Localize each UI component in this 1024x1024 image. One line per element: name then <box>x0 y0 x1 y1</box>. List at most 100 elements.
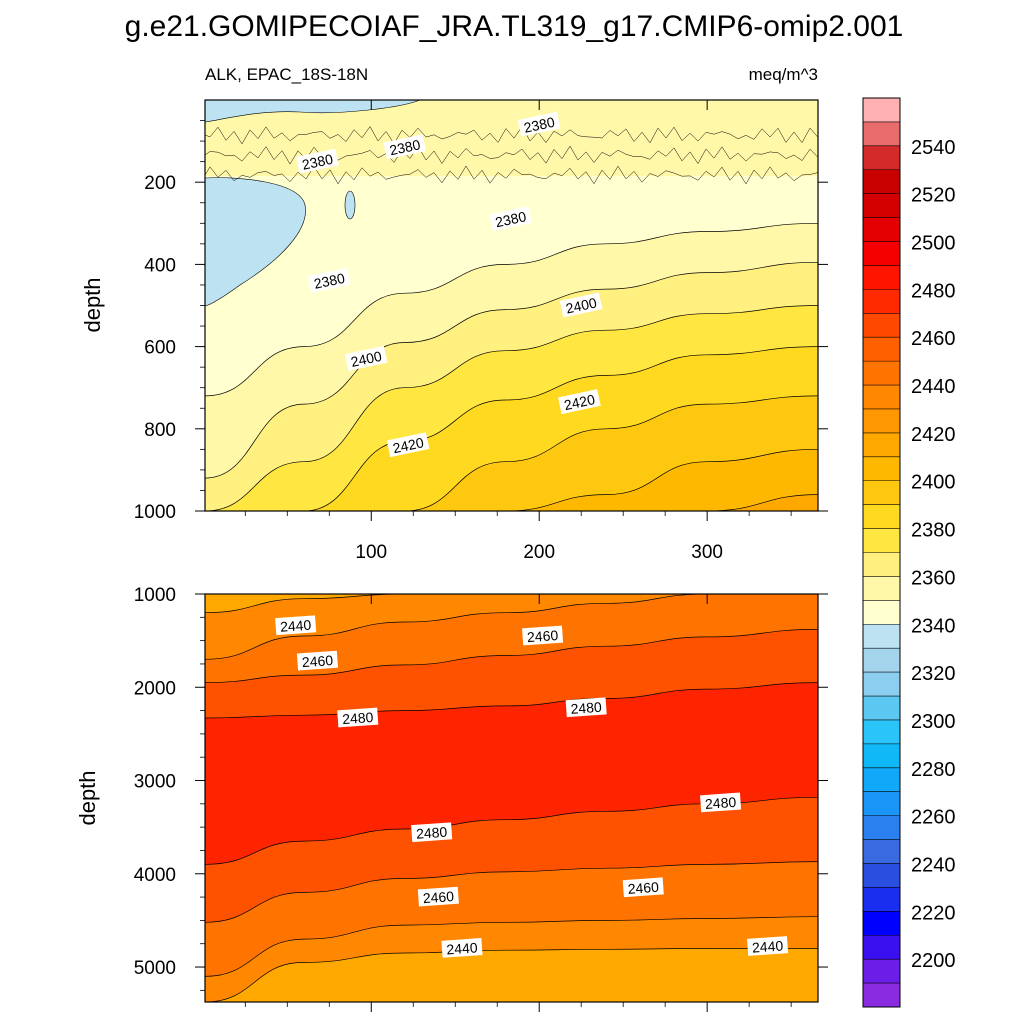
chart-title: g.e21.GOMIPECOIAF_JRA.TL319_g17.CMIP6-om… <box>125 10 904 43</box>
lower-contour-label-text: 2480 <box>570 699 602 717</box>
lower-contour-label-box <box>622 877 664 898</box>
colorbar-swatch <box>863 169 900 195</box>
lower-fill-2440 <box>205 594 818 613</box>
upper-y-tick-label: 1000 <box>134 502 176 523</box>
colorbar-swatch <box>863 959 900 984</box>
colorbar-label: 2460 <box>911 328 956 350</box>
lower-y-tick-label: 3000 <box>134 772 176 793</box>
colorbar-swatch <box>863 576 900 601</box>
upper-contour-2410 <box>205 346 819 512</box>
lower-contour-label-text: 2440 <box>752 937 784 955</box>
upper-contour-2390 <box>204 261 819 479</box>
lower-contour-label: 2440 <box>747 936 789 956</box>
upper-contour-label-box <box>489 206 532 232</box>
lower-contour-label-box <box>411 822 453 843</box>
colorbar-label: 2480 <box>911 280 956 302</box>
colorbar-swatch <box>863 456 900 482</box>
upper-surface-contour <box>204 165 819 185</box>
lower-contour-label-box <box>747 936 789 956</box>
colorbar-swatch <box>863 696 900 721</box>
colorbar-label: 2200 <box>911 950 956 972</box>
colorbar-swatch <box>863 193 900 218</box>
upper-contour-label-text: 2380 <box>312 270 346 292</box>
lower-contour-label-text: 2480 <box>416 824 448 842</box>
colorbar-swatch <box>863 719 900 745</box>
upper-x-tick-label: 200 <box>523 542 555 563</box>
lower-contour-label-box <box>441 938 483 958</box>
colorbar-swatch <box>863 313 900 338</box>
lower-y-tick-label: 4000 <box>134 865 176 886</box>
colorbar-swatch <box>863 289 900 314</box>
colorbar-swatch <box>863 480 900 506</box>
upper-contour-label-box <box>558 389 601 415</box>
upper-contour-label-text: 2420 <box>391 434 425 456</box>
upper-contour-label: 2400 <box>344 345 388 371</box>
upper-contour-2400 <box>204 305 819 512</box>
colorbar-swatch <box>863 767 900 793</box>
upper-axes: 100 200 300 200 400 600 800 1000 <box>134 100 828 563</box>
lower-contour-label-text: 2480 <box>705 794 737 812</box>
colorbar-label: 2260 <box>911 807 956 829</box>
lower-contour-label-text: 2460 <box>422 888 454 906</box>
colorbar-swatch <box>863 600 900 625</box>
upper-contour-label-text: 2400 <box>349 348 383 370</box>
lower-contour-label: 2480 <box>700 792 742 813</box>
lower-fill-2440 <box>205 948 818 1002</box>
colorbar-swatch <box>863 408 900 434</box>
colorbar-swatch <box>863 337 900 362</box>
upper-low-alk-patch <box>344 190 356 220</box>
lower-plot-frame <box>204 593 819 1003</box>
colorbar-swatch <box>863 791 900 817</box>
colorbar: 2540 2520 2500 2480 2460 2440 2420 2400 2380 2360… <box>862 97 956 1008</box>
lower-contour-label-text: 2440 <box>446 939 478 957</box>
colorbar-swatch <box>863 145 900 171</box>
lower-contour-line <box>204 948 818 1003</box>
upper-y-tick-label: 400 <box>144 255 176 276</box>
colorbar-swatch <box>863 552 900 577</box>
lower-contour-label: 2460 <box>417 886 459 907</box>
lower-contour-label: 2460 <box>522 625 564 646</box>
colorbar-label: 2520 <box>911 185 956 207</box>
lower-contour-label: 2440 <box>441 938 483 958</box>
upper-y-tick-label: 800 <box>144 420 176 441</box>
colorbar-swatch <box>863 648 900 673</box>
upper-contour-label: 2380 <box>383 134 427 160</box>
upper-contour-2380 <box>204 222 819 397</box>
colorbar-swatch <box>863 839 900 864</box>
upper-fill-2440 <box>205 494 818 511</box>
colorbar-label: 2440 <box>911 376 956 398</box>
upper-contour-label-box <box>307 267 351 293</box>
lower-y-tick-label: 5000 <box>134 958 176 979</box>
upper-contour-label: 2420 <box>558 389 601 415</box>
colorbar-swatch <box>863 432 900 458</box>
lower-contour-line <box>204 916 819 977</box>
upper-y-tick-label: 200 <box>144 173 176 194</box>
lower-contour-label: 2460 <box>622 877 664 898</box>
colorbar-swatch <box>863 217 900 242</box>
colorbar-label: 2240 <box>911 855 956 877</box>
upper-low-alk-region-surface <box>204 99 421 123</box>
lower-contour-label-box <box>565 697 607 718</box>
lower-contour-label-text: 2440 <box>280 617 312 635</box>
upper-contour-label-box <box>517 111 561 137</box>
colorbar-swatch <box>863 504 900 529</box>
lower-fill-2450 <box>205 916 818 1002</box>
upper-contour-label: 2400 <box>559 292 603 318</box>
lower-contour-label-text: 2460 <box>627 879 659 897</box>
colorbar-swatch <box>863 935 900 960</box>
lower-contour-label: 2460 <box>296 650 339 671</box>
upper-surface-contour <box>204 126 819 145</box>
upper-contour-labels: 2380 2380 2380 2380 2380 2400 2400 2420 2420 <box>296 111 603 458</box>
lower-contour-label-text: 2480 <box>342 709 374 727</box>
lower-contour-label: 2480 <box>565 697 607 718</box>
colorbar-label: 2340 <box>911 615 956 637</box>
upper-y-axis-label: depth <box>80 277 105 332</box>
lower-contour-line <box>204 629 819 683</box>
lower-panel: 2440 2460 2460 2480 2480 2480 2480 2460 2460 2440… <box>75 585 828 1012</box>
colorbar-swatch <box>863 528 900 553</box>
lower-fill-2460 <box>205 861 818 977</box>
colorbar-swatch <box>863 863 900 888</box>
upper-contour-label: 2380 <box>517 111 561 137</box>
lower-fill-2450 <box>205 594 818 660</box>
